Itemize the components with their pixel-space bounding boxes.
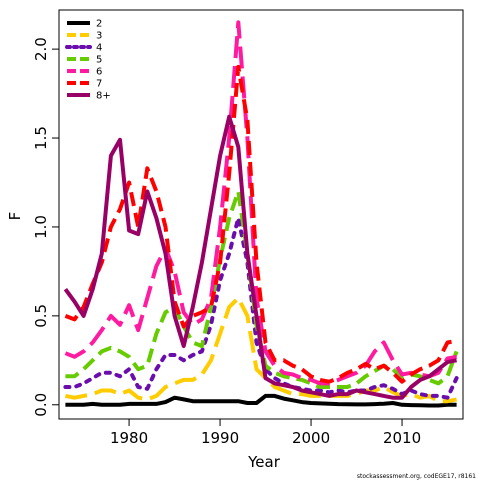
x-tick-label: 1980 (110, 429, 148, 447)
series-line-2 (65, 393, 457, 408)
x-tick-label: 2010 (383, 429, 421, 447)
y-axis: 0.0 0.5 1.0 1.5 2.0 (32, 37, 60, 417)
y-tick-label: 1.0 (32, 215, 50, 239)
legend-label: 3 (96, 31, 102, 42)
y-tick-label: 0.0 (32, 393, 50, 417)
x-axis: 1980 1990 2000 2010 (110, 418, 421, 447)
legend-label: 4 (96, 43, 102, 54)
x-axis-title: Year (247, 453, 281, 471)
x-tick-label: 2000 (292, 429, 330, 447)
x-tick-label: 1990 (201, 429, 239, 447)
series-line-6 (64, 20, 457, 386)
series-line-8plus (63, 114, 457, 400)
y-axis-title: F (6, 212, 24, 221)
legend-label: 6 (96, 67, 102, 78)
series-line-3 (65, 296, 457, 404)
y-tick-label: 0.5 (32, 304, 50, 328)
y-tick-label: 2.0 (32, 37, 50, 61)
legend-label: 2 (96, 19, 102, 30)
series-layer (63, 20, 459, 408)
footer-credit: stockassessment.org, codEGE17, r8161 (357, 473, 476, 480)
legend-label: 5 (96, 55, 102, 66)
legend-label: 8+ (96, 91, 111, 102)
legend-label: 7 (96, 79, 102, 90)
y-tick-label: 1.5 (32, 126, 50, 150)
